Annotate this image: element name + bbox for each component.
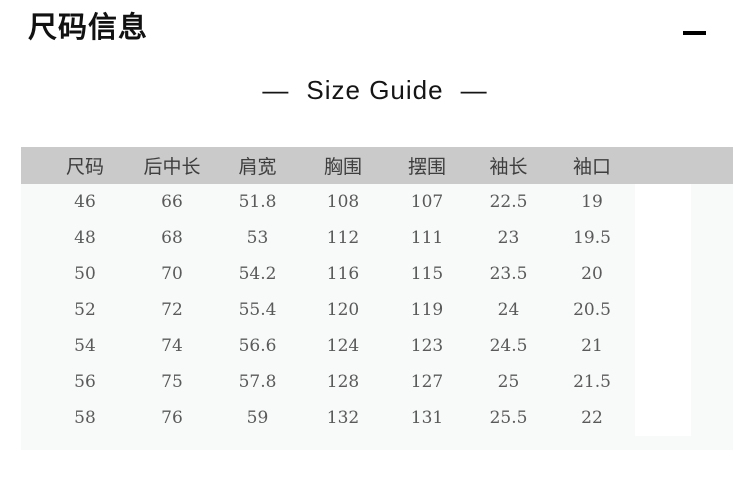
table-row: 46 66 51.8 108 107 22.5 19 [21, 184, 733, 220]
cell-hem: 131 [410, 408, 444, 428]
cell-size: 56 [74, 372, 96, 392]
left-dash: — [262, 75, 290, 105]
cell-sleeve-length: 25.5 [489, 408, 528, 428]
cell-back-length: 66 [161, 192, 183, 212]
cell-bust: 120 [326, 300, 360, 320]
cell-cuff: 19 [581, 192, 603, 212]
empty-cell [635, 364, 691, 400]
cell-shoulder: 51.8 [238, 192, 277, 212]
cell-hem: 119 [410, 300, 444, 320]
empty-cell [635, 328, 691, 364]
cell-sleeve-length: 23 [497, 228, 520, 248]
col-header-back-length: 后中长 [143, 157, 201, 178]
cell-back-length: 76 [161, 408, 183, 428]
cell-hem: 111 [410, 228, 444, 248]
size-table: 尺码 后中长 肩宽 胸围 摆围 袖长 袖口 46 66 51.8 108 107… [21, 147, 733, 450]
cell-cuff: 20 [581, 264, 603, 284]
cell-back-length: 75 [161, 372, 183, 392]
cell-bust: 128 [326, 372, 360, 392]
table-header-row: 尺码 后中长 肩宽 胸围 摆围 袖长 袖口 [21, 147, 733, 184]
cell-size: 52 [74, 300, 96, 320]
col-header-hem: 摆围 [407, 157, 446, 178]
cell-sleeve-length: 24 [497, 300, 520, 320]
table-row: 50 70 54.2 116 115 23.5 20 [21, 256, 733, 292]
cell-cuff: 20.5 [573, 300, 611, 320]
section-title: — Size Guide — [0, 74, 750, 106]
table-row: 48 68 53 112 111 23 19.5 [21, 220, 733, 256]
cell-hem: 127 [410, 372, 444, 392]
table-row: 58 76 59 132 131 25.5 22 [21, 400, 733, 436]
cell-back-length: 72 [161, 300, 183, 320]
table-row: 56 75 57.8 128 127 25 21.5 [21, 364, 733, 400]
col-header-size: 尺码 [65, 157, 104, 178]
col-header-bust: 胸围 [323, 157, 362, 178]
cell-bust: 108 [326, 192, 360, 212]
cell-bust: 112 [326, 228, 360, 248]
cell-cuff: 21 [581, 336, 603, 356]
cell-size: 46 [74, 192, 96, 212]
cell-shoulder: 56.6 [238, 336, 277, 356]
section-title-label: Size Guide [306, 75, 444, 105]
cell-sleeve-length: 22.5 [489, 192, 528, 212]
cell-cuff: 19.5 [573, 228, 611, 248]
empty-cell [635, 220, 691, 256]
cell-size: 54 [74, 336, 96, 356]
cell-bust: 124 [326, 336, 360, 356]
empty-cell [635, 400, 691, 436]
cell-sleeve-length: 25 [497, 372, 520, 392]
cell-cuff: 22 [581, 408, 603, 428]
empty-cell [635, 184, 691, 220]
cell-bust: 132 [326, 408, 360, 428]
table-row: 52 72 55.4 120 119 24 20.5 [21, 292, 733, 328]
cell-shoulder: 54.2 [238, 264, 277, 284]
cell-cuff: 21.5 [573, 372, 611, 392]
empty-cell [635, 256, 691, 292]
cell-shoulder: 53 [246, 228, 269, 248]
cell-hem: 107 [410, 192, 444, 212]
cell-hem: 123 [410, 336, 444, 356]
minus-icon [683, 31, 706, 35]
collapse-button[interactable] [681, 28, 709, 40]
cell-back-length: 68 [161, 228, 183, 248]
cell-size: 48 [74, 228, 96, 248]
cell-shoulder: 57.8 [238, 372, 277, 392]
cell-shoulder: 59 [246, 408, 269, 428]
cell-size: 58 [74, 408, 96, 428]
table-row: 54 74 56.6 124 123 24.5 21 [21, 328, 733, 364]
cell-back-length: 74 [161, 336, 183, 356]
panel-title: 尺码信息 [28, 12, 149, 44]
col-header-shoulder: 肩宽 [238, 157, 277, 178]
cell-bust: 116 [326, 264, 360, 284]
cell-hem: 115 [410, 264, 444, 284]
col-header-cuff: 袖口 [572, 157, 611, 178]
cell-size: 50 [74, 264, 96, 284]
right-dash: — [460, 75, 488, 105]
cell-shoulder: 55.4 [238, 300, 277, 320]
cell-back-length: 70 [161, 264, 183, 284]
cell-sleeve-length: 23.5 [489, 264, 528, 284]
col-header-sleeve-length: 袖长 [489, 157, 528, 178]
cell-sleeve-length: 24.5 [489, 336, 528, 356]
empty-cell [635, 292, 691, 328]
